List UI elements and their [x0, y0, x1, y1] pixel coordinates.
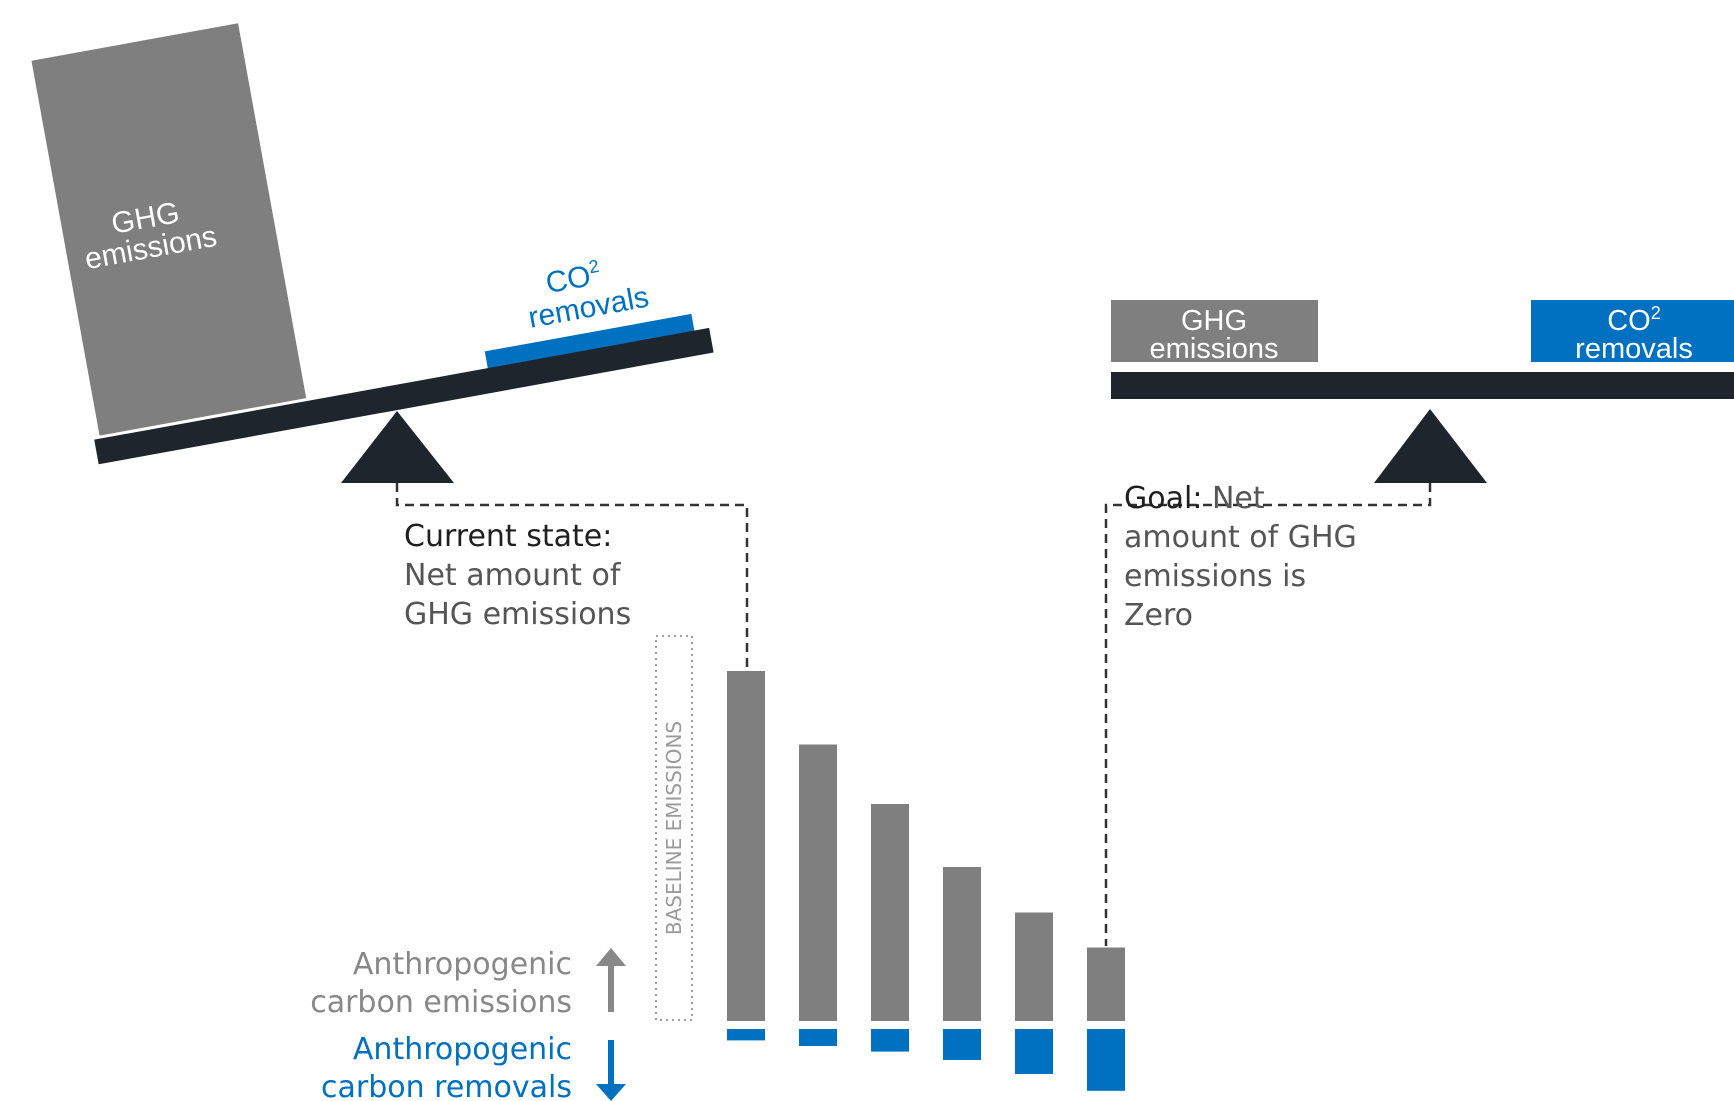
right-beam [1111, 372, 1734, 399]
current-state-line-1: Net amount of [404, 558, 622, 593]
goal-connector [1104, 483, 1432, 946]
removals-bar-5 [1015, 1029, 1053, 1074]
left-fulcrum [341, 411, 454, 483]
removals-bar-6 [1087, 1029, 1125, 1091]
goal-line-1: Goal: Net [1124, 481, 1265, 516]
right-removals-block [1531, 300, 1734, 362]
emissions-bar-2 [799, 744, 837, 1021]
right-removals-label-2: removals [1575, 333, 1693, 365]
emissions-bar-1 [727, 671, 765, 1021]
right-emissions-label-1: GHG [1181, 305, 1247, 337]
right-fulcrum [1374, 409, 1487, 483]
emissions-bar-6 [1087, 947, 1125, 1021]
legend-emissions-line-2: carbon emissions [310, 985, 572, 1020]
right-emissions-label-2: emissions [1150, 333, 1279, 365]
right-removals-label-1: CO2 [1607, 303, 1661, 337]
goal-line-4: Zero [1124, 598, 1193, 633]
left-beam [94, 327, 714, 465]
removals-bar-1 [727, 1029, 765, 1041]
removals-bar-4 [943, 1029, 981, 1060]
legend-emissions-line-1: Anthropogenic [353, 947, 572, 982]
left-removals-label-1: CO2 [543, 256, 603, 300]
goal-line-2: amount of GHG [1124, 520, 1357, 555]
current-state-line-2: GHG emissions [404, 597, 631, 632]
removals-bar-2 [799, 1029, 837, 1046]
left-emissions-block [31, 23, 307, 436]
emissions-bar-4 [943, 867, 981, 1021]
right-emissions-block [1111, 300, 1318, 362]
removals-bar-3 [871, 1029, 909, 1052]
legend-removals-line-2: carbon removals [321, 1070, 572, 1101]
arrow-up-icon [596, 948, 626, 1012]
legend-removals-line-1: Anthropogenic [353, 1032, 572, 1067]
current-state-connector [395, 483, 749, 670]
emissions-bar-3 [871, 804, 909, 1021]
baseline-box [655, 635, 693, 1021]
arrow-down-icon [596, 1040, 626, 1101]
left-scale: GHG emissions CO2 removals [31, 23, 714, 465]
baseline-label: BASELINE EMISSIONS [662, 721, 686, 935]
current-state-label: Current state: [404, 519, 612, 554]
bars-group [727, 671, 1125, 1091]
emissions-bar-5 [1015, 912, 1053, 1021]
left-removals-bar [484, 313, 696, 374]
goal-line-3: emissions is [1124, 559, 1306, 594]
